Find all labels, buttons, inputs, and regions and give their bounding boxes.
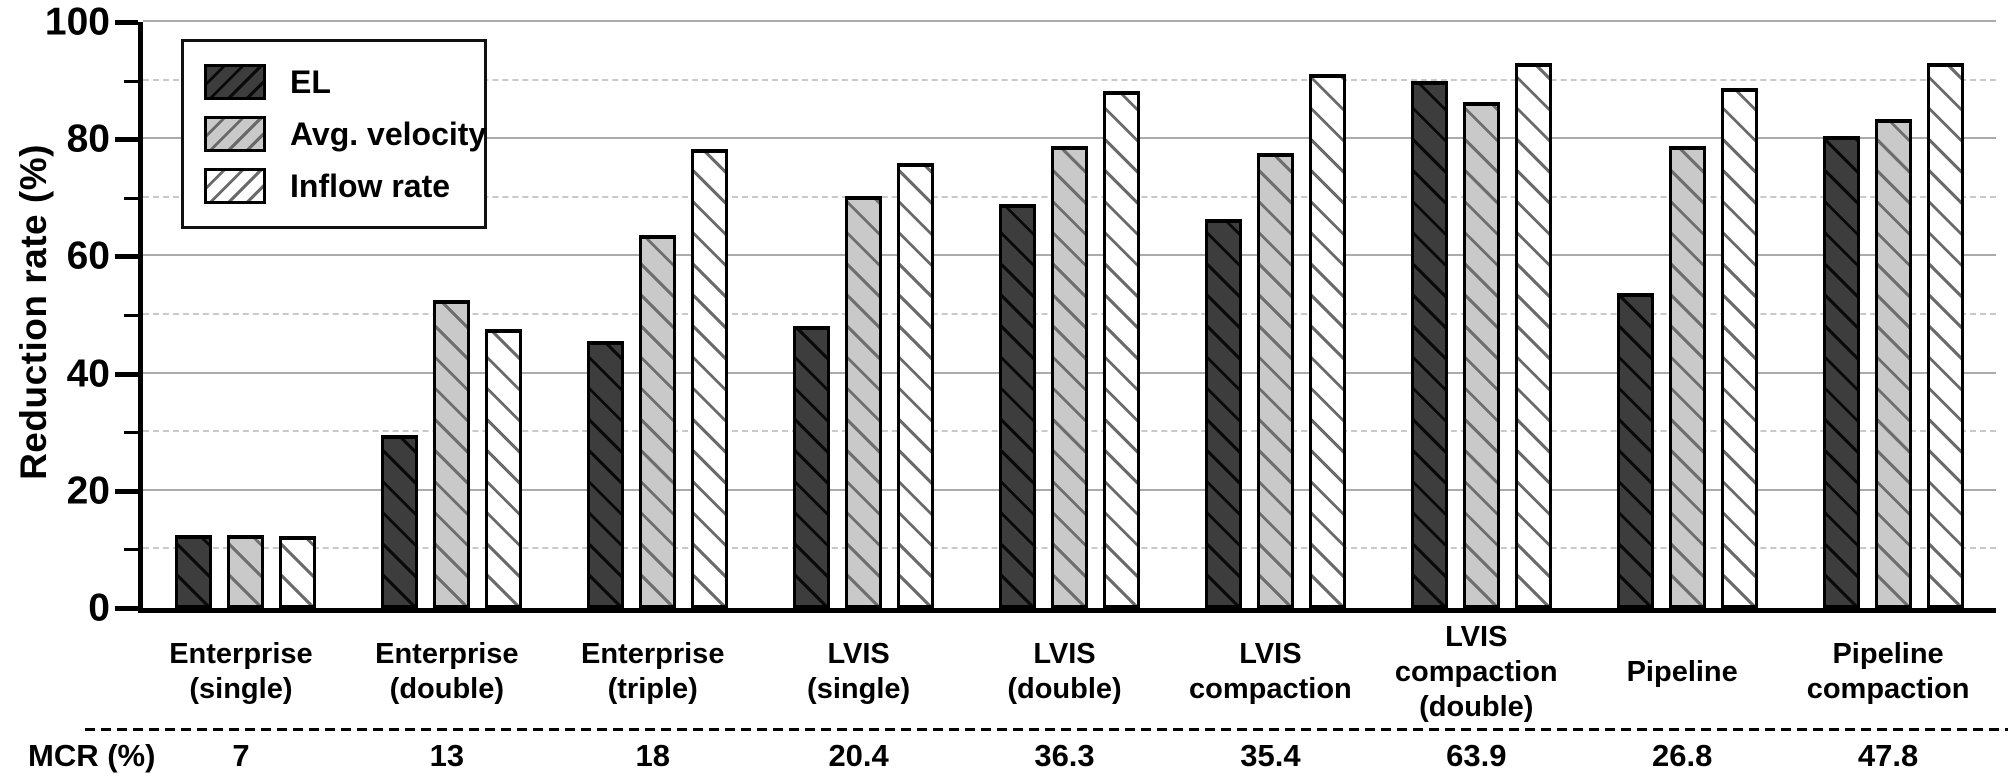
legend-swatch-1 bbox=[204, 116, 266, 152]
bar-group-lvis-single bbox=[761, 22, 967, 608]
bar-group-lvis-compaction-double bbox=[1378, 22, 1584, 608]
bar-group-enterprise-triple bbox=[555, 22, 761, 608]
y-tick-label-40: 40 bbox=[66, 352, 110, 396]
bar-el-pipeline-compaction bbox=[1822, 136, 1860, 608]
bar-el-pipeline bbox=[1616, 293, 1654, 608]
mcr-value-3: 18 bbox=[635, 738, 670, 773]
mcr-value-9: 47.8 bbox=[1857, 738, 1919, 773]
bar-inflow-rate-enterprise-double bbox=[485, 329, 523, 608]
bar-group-pipeline bbox=[1584, 22, 1790, 608]
legend-swatch-2 bbox=[204, 168, 266, 204]
x-label-enterprise-double-: Enterprise (double) bbox=[375, 638, 519, 705]
y-major-tick-20 bbox=[115, 488, 138, 494]
legend-item-el: EL bbox=[204, 56, 484, 108]
legend-label-2: Inflow rate bbox=[290, 167, 451, 204]
x-label-enterprise-triple-: Enterprise (triple) bbox=[581, 638, 725, 705]
x-label-pipeline: Pipeline bbox=[1626, 655, 1738, 688]
y-tick-label-100: 100 bbox=[44, 0, 110, 44]
mcr-value-7: 63.9 bbox=[1446, 738, 1507, 773]
y-major-tick-40 bbox=[115, 371, 138, 377]
y-tick-label-60: 60 bbox=[66, 234, 110, 278]
x-label-lvis-compaction: LVIS compaction bbox=[1189, 638, 1352, 705]
x-label-enterprise-single-: Enterprise (single) bbox=[169, 638, 313, 705]
x-label-lvis-single-: LVIS (single) bbox=[807, 638, 911, 705]
y-tick-label-20: 20 bbox=[66, 469, 110, 513]
bar-avg-velocity-lvis-compaction bbox=[1256, 153, 1294, 608]
mcr-value-2: 13 bbox=[429, 738, 465, 773]
x-axis-category-labels: Enterprise (single) Enterprise (double) Ente… bbox=[138, 620, 1991, 723]
bar-avg-velocity-enterprise-double bbox=[433, 300, 471, 608]
bar-el-lvis-compaction bbox=[1204, 218, 1242, 608]
bar-avg-velocity-lvis-compaction-double bbox=[1462, 101, 1500, 608]
bar-groups bbox=[143, 22, 1996, 608]
bar-avg-velocity-lvis-single bbox=[845, 196, 883, 608]
y-axis-title: Reduction rate (%) bbox=[13, 144, 54, 480]
x-label-pipeline-compaction: Pipeline compaction bbox=[1806, 638, 1970, 705]
mcr-values-row: 7 13 18 20.4 36.3 35.4 63.9 26.8 47.8 bbox=[138, 738, 1991, 774]
bar-inflow-rate-lvis-compaction-double bbox=[1514, 63, 1552, 608]
y-minor-tick-10 bbox=[124, 548, 138, 552]
x-label-lvis-double-: LVIS (double) bbox=[1007, 638, 1122, 705]
y-major-tick-60 bbox=[115, 254, 138, 260]
mcr-value-6: 35.4 bbox=[1240, 738, 1301, 773]
bar-avg-velocity-pipeline bbox=[1668, 145, 1706, 608]
bar-inflow-rate-enterprise-triple bbox=[691, 148, 729, 608]
bar-inflow-rate-enterprise-single bbox=[279, 535, 317, 608]
bar-inflow-rate-pipeline bbox=[1720, 87, 1758, 608]
bar-inflow-rate-pipeline-compaction bbox=[1926, 63, 1964, 608]
plot-area: EL Avg. velocity Inflow rate bbox=[138, 20, 1996, 613]
legend-swatch-0 bbox=[204, 64, 266, 100]
bar-inflow-rate-lvis-single bbox=[897, 163, 935, 608]
y-tick-label-0: 0 bbox=[88, 586, 110, 630]
gridline-major-80 bbox=[143, 137, 1996, 140]
bar-group-lvis-compaction bbox=[1172, 22, 1378, 608]
mcr-value-8: 26.8 bbox=[1652, 738, 1713, 773]
bar-group-enterprise-single bbox=[143, 22, 349, 608]
bar-avg-velocity-enterprise-single bbox=[227, 535, 265, 608]
x-label-lvis-compaction-double-: LVIS compaction (double) bbox=[1394, 620, 1558, 723]
y-minor-tick-70 bbox=[124, 196, 138, 200]
mcr-row-label: MCR (%) bbox=[28, 738, 156, 773]
bar-el-lvis-compaction-double bbox=[1410, 80, 1448, 608]
bar-avg-velocity-lvis-double bbox=[1051, 145, 1088, 608]
y-minor-tick-30 bbox=[124, 431, 138, 435]
y-tick-label-80: 80 bbox=[66, 117, 110, 161]
bar-group-pipeline-compaction bbox=[1790, 22, 1996, 608]
gridline-major-100 bbox=[143, 20, 1996, 22]
bar-avg-velocity-pipeline-compaction bbox=[1874, 118, 1912, 608]
bar-el-enterprise-single bbox=[175, 534, 213, 608]
y-minor-tick-90 bbox=[124, 79, 138, 83]
bar-el-lvis-double bbox=[999, 203, 1036, 608]
gridline-minor-90 bbox=[143, 78, 1996, 81]
bar-group-enterprise-double bbox=[349, 22, 555, 608]
bar-el-enterprise-double bbox=[381, 434, 419, 608]
bar-el-lvis-single bbox=[793, 326, 831, 608]
y-major-tick-80 bbox=[115, 137, 138, 143]
mcr-value-1: 7 bbox=[232, 738, 250, 773]
mcr-separator-dashed-line bbox=[85, 728, 2008, 731]
legend: EL Avg. velocity Inflow rate bbox=[181, 39, 487, 229]
mcr-value-4: 20.4 bbox=[828, 738, 889, 773]
legend-item-inflow-rate: Inflow rate bbox=[204, 160, 484, 212]
legend-label-1: Avg. velocity bbox=[290, 115, 487, 152]
bar-inflow-rate-lvis-double bbox=[1103, 90, 1140, 608]
mcr-value-5: 36.3 bbox=[1034, 738, 1095, 773]
legend-item-avg-velocity: Avg. velocity bbox=[204, 108, 487, 160]
y-major-tick-0 bbox=[115, 606, 138, 611]
y-minor-tick-50 bbox=[124, 314, 138, 317]
bar-el-enterprise-triple bbox=[587, 341, 625, 608]
y-major-tick-100 bbox=[115, 20, 138, 25]
bar-group-lvis-double bbox=[967, 22, 1173, 608]
bar-inflow-rate-lvis-compaction bbox=[1308, 73, 1346, 608]
legend-label-0: EL bbox=[290, 63, 331, 100]
bar-avg-velocity-enterprise-triple bbox=[639, 235, 677, 608]
